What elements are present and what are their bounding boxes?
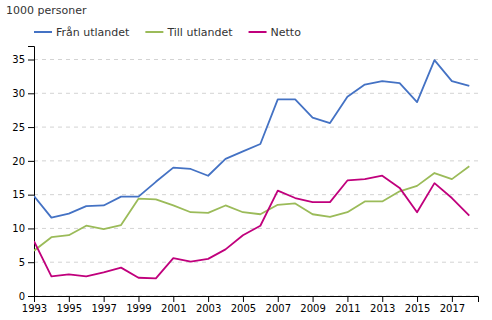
x-tick-mark — [208, 296, 209, 302]
legend-label: Från utlandet — [56, 26, 130, 39]
legend-swatch — [34, 31, 52, 33]
x-tick-label: 2003 — [196, 303, 221, 314]
y-tick-mark — [28, 228, 34, 229]
y-tick: 30 — [12, 88, 34, 99]
y-tick-mark — [28, 161, 34, 162]
y-tick-mark — [28, 60, 34, 61]
legend-item: Netto — [249, 26, 302, 39]
y-tick-label: 35 — [12, 54, 25, 65]
y-tick-label: 5 — [19, 257, 25, 268]
chart: 1993199519971999200120032005200720092011… — [0, 0, 492, 320]
y-tick-mark — [28, 93, 34, 94]
x-tick: 2013 — [370, 296, 395, 314]
x-tick-label: 1999 — [126, 303, 151, 314]
series-line — [34, 176, 469, 279]
y-tick: 15 — [12, 189, 34, 200]
x-tick-label: 2001 — [161, 303, 186, 314]
x-tick: 2007 — [266, 296, 291, 314]
legend-swatch — [145, 31, 163, 33]
x-tick-mark — [417, 296, 418, 302]
x-tick: 2001 — [161, 296, 186, 314]
x-tick-label: 2013 — [370, 303, 395, 314]
x-axis: 1993 1995 1997 1999 2001 2003 2005 2007 2009 2011… — [22, 296, 479, 314]
x-tick: 2003 — [196, 296, 221, 314]
y-tick: 10 — [12, 223, 34, 234]
legend-item: Till utlandet — [145, 26, 233, 39]
x-tick-mark — [347, 296, 348, 302]
x-tick-mark — [69, 296, 70, 302]
y-tick: 20 — [12, 156, 34, 167]
lines — [34, 60, 469, 278]
y-tick-label: 20 — [12, 156, 25, 167]
y-tick: 35 — [12, 54, 34, 65]
y-tick-mark — [28, 262, 34, 263]
legend-label: Till utlandet — [166, 26, 233, 39]
x-tick-label: 2015 — [405, 303, 430, 314]
x-tick-mark — [278, 296, 279, 302]
y-tick: 5 — [19, 257, 34, 268]
x-tick-mark — [173, 296, 174, 302]
x-tick: 1993 — [22, 296, 47, 314]
y-tick-label: 25 — [12, 122, 25, 133]
plot: 1993199519971999200120032005200720092011… — [12, 47, 478, 315]
x-tick-label: 1997 — [91, 303, 116, 314]
y-tick: 0 — [19, 291, 34, 302]
y-axis-title: 1000 personer — [6, 4, 87, 17]
y-tick-mark — [28, 296, 34, 297]
legend-label: Netto — [271, 26, 302, 39]
x-tick-mark — [138, 296, 139, 302]
x-tick-mark — [452, 296, 453, 302]
series-line — [34, 166, 469, 250]
x-tick: 2005 — [231, 296, 256, 314]
y-tick: 25 — [12, 122, 34, 133]
y-tick-mark — [28, 127, 34, 128]
x-tick: 1999 — [126, 296, 151, 314]
legend-item: Från utlandet — [34, 26, 130, 39]
x-tick-label: 1993 — [22, 303, 47, 314]
y-axis: 0 5 10 15 20 25 30 35 — [12, 47, 34, 302]
grid-line — [34, 194, 478, 195]
grid-line — [34, 59, 478, 60]
grid-line — [34, 160, 478, 161]
grid — [34, 60, 478, 296]
grid-line — [34, 262, 478, 263]
x-tick-label: 2009 — [300, 303, 325, 314]
grid-line — [34, 127, 478, 128]
x-tick-label: 2011 — [335, 303, 360, 314]
x-tick: 2011 — [335, 296, 360, 314]
legend-swatch — [249, 31, 267, 33]
legend: Från utlandet Till utlandet Netto — [34, 26, 301, 39]
y-tick-label: 10 — [12, 223, 25, 234]
x-tick-label: 2017 — [440, 303, 465, 314]
x-tick-label: 1995 — [57, 303, 82, 314]
x-axis-line — [35, 297, 479, 303]
grid-line — [34, 93, 478, 94]
x-tick: 2017 — [440, 296, 465, 314]
x-tick-label: 2007 — [266, 303, 291, 314]
x-tick-mark — [243, 296, 244, 302]
x-tick: 2009 — [300, 296, 325, 314]
x-tick: 2015 — [405, 296, 430, 314]
y-tick-label: 15 — [12, 189, 25, 200]
x-tick-label: 2005 — [231, 303, 256, 314]
y-tick-mark — [28, 195, 34, 196]
y-axis-line — [28, 47, 35, 297]
y-tick-label: 30 — [12, 88, 25, 99]
x-tick-mark — [313, 296, 314, 302]
x-tick-mark — [382, 296, 383, 302]
x-tick: 1997 — [91, 296, 116, 314]
x-tick: 1995 — [57, 296, 82, 314]
y-tick-label: 0 — [19, 291, 25, 302]
x-tick-mark — [104, 296, 105, 302]
